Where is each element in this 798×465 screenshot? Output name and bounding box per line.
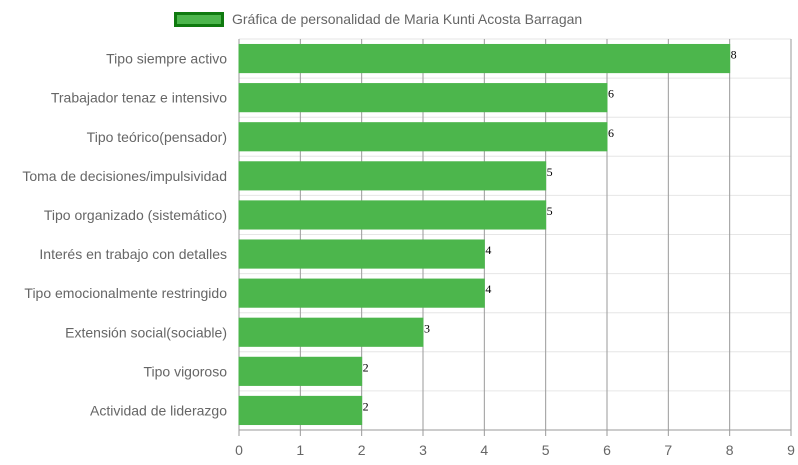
bar [238, 395, 363, 426]
bar [238, 200, 547, 230]
chart-legend[interactable]: Gráfica de personalidad de Maria Kunti A… [174, 8, 582, 30]
x-tick-label: 8 [726, 442, 734, 458]
bar [238, 43, 731, 74]
category-label: Trabajador tenaz e intensivo [51, 90, 227, 106]
data-label: 6 [608, 87, 614, 101]
x-tick-label: 7 [664, 442, 672, 458]
bar [238, 161, 547, 191]
data-label: 6 [608, 126, 614, 140]
category-label: Extensión social(sociable) [65, 324, 227, 340]
data-label: 4 [485, 243, 491, 257]
data-label: 2 [363, 360, 369, 374]
category-label: Tipo emocionalmente restringido [24, 285, 227, 301]
labels: 0 1 2 3 4 5 6 7 8 9 Tipo siempre activo 8 Trabajador… [22, 48, 795, 458]
x-tick-label: 2 [358, 442, 366, 458]
bar [238, 317, 424, 347]
data-label: 5 [547, 165, 553, 179]
category-label: Tipo organizado (sistemático) [44, 207, 227, 223]
data-label: 8 [731, 48, 737, 62]
x-tick-label: 0 [235, 442, 243, 458]
bar [238, 239, 485, 269]
bar [238, 83, 608, 113]
data-label: 2 [363, 399, 369, 413]
category-label: Actividad de liderazgo [90, 402, 227, 418]
bars [238, 43, 731, 426]
bar [238, 356, 363, 386]
data-label: 5 [547, 204, 553, 218]
category-label: Tipo vigoroso [143, 363, 227, 379]
x-tick-label: 6 [603, 442, 611, 458]
category-label: Tipo teórico(pensador) [87, 129, 227, 145]
data-label: 3 [424, 321, 430, 335]
category-label: Interés en trabajo con detalles [39, 246, 227, 262]
data-label: 4 [485, 282, 491, 296]
x-tick-label: 4 [480, 442, 488, 458]
x-tick-label: 1 [296, 442, 304, 458]
x-tick-label: 5 [542, 442, 550, 458]
bar [238, 278, 485, 308]
category-label: Toma de decisiones/impulsividad [22, 168, 227, 184]
bar [238, 122, 608, 152]
x-tick-label: 3 [419, 442, 427, 458]
legend-label: Gráfica de personalidad de Maria Kunti A… [232, 11, 583, 27]
x-tick-label: 9 [787, 442, 795, 458]
category-label: Tipo siempre activo [106, 51, 227, 67]
legend-swatch [174, 11, 224, 27]
